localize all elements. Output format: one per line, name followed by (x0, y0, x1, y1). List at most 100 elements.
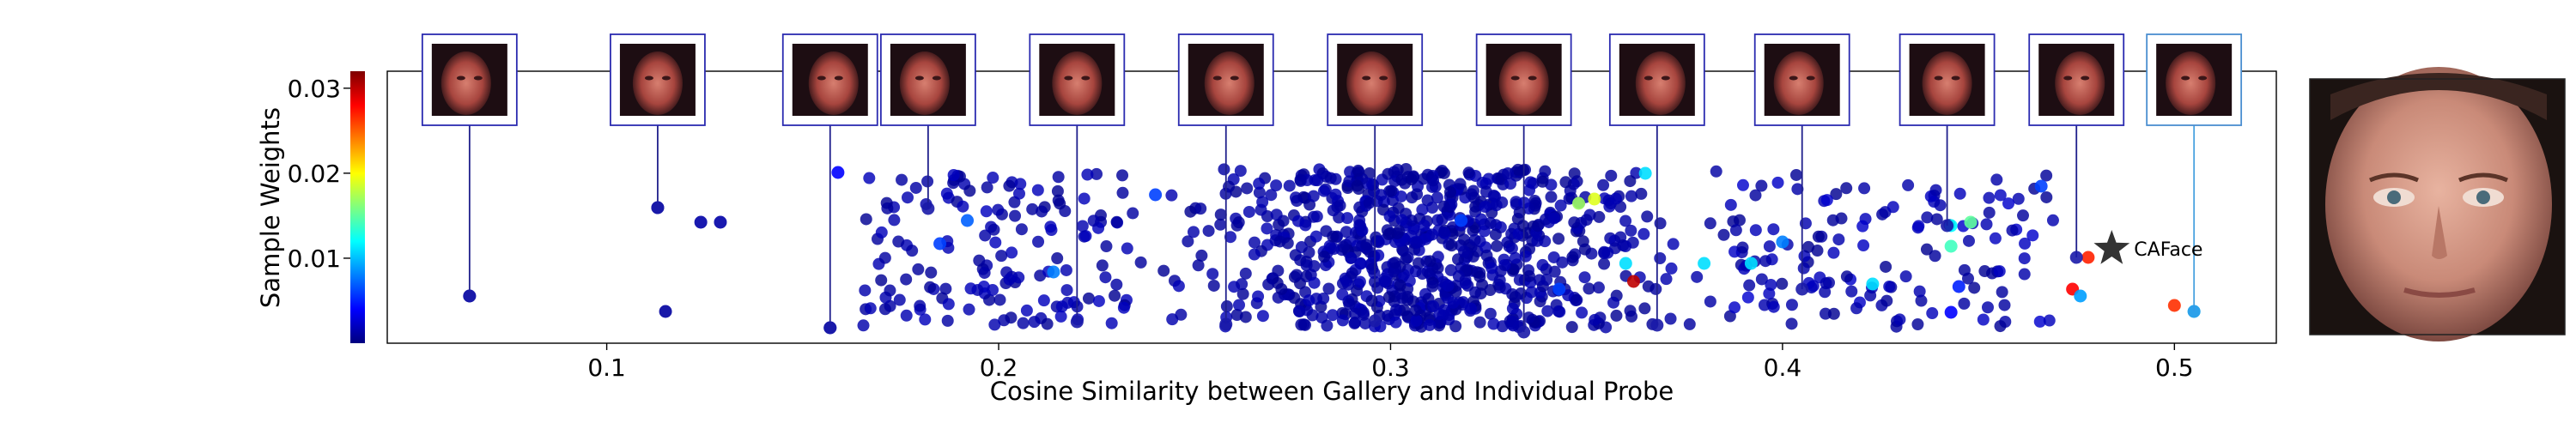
scatter-point (1317, 292, 1330, 305)
scatter-point (1710, 165, 1722, 178)
scatter-point (1121, 242, 1133, 255)
scatter-point (1291, 195, 1303, 208)
scatter-point (893, 293, 906, 306)
scatter-point (1502, 166, 1515, 179)
scatter-point (1944, 305, 1958, 319)
scatter-point (1341, 212, 1354, 225)
scatter-point (860, 213, 872, 226)
scatter-point (1388, 257, 1401, 269)
scatter-point (884, 284, 896, 297)
stem-point (1650, 318, 1664, 332)
scatter-point (2018, 252, 2031, 265)
scatter-point (1589, 313, 1601, 326)
scatter-point (1665, 262, 1678, 275)
scatter-point (1547, 212, 1560, 225)
scatter-point (1400, 163, 1413, 176)
scatter-point (1953, 187, 1966, 200)
scatter-point (914, 299, 927, 312)
scatter-point (947, 168, 960, 181)
scatter-point (964, 282, 977, 295)
scatter-point (1724, 198, 1737, 211)
scatter-point (1060, 263, 1072, 276)
colorbar-gradient (350, 71, 365, 343)
scatter-point (1424, 318, 1437, 331)
x-tick-label: 0.3 (1371, 353, 1410, 382)
scatter-point (1820, 194, 1833, 207)
scatter-point (1522, 311, 1535, 324)
scatter-point (1625, 190, 1637, 202)
scatter-point (1110, 278, 1123, 291)
scatter-point (981, 181, 993, 194)
scatter-point (1436, 213, 1449, 226)
scatter-point (1105, 317, 1118, 329)
scatter-point (1394, 279, 1406, 292)
scatter-point (1691, 270, 1704, 283)
scatter-point (1944, 239, 1958, 253)
scatter-point (1968, 281, 1981, 294)
scatter-point (1283, 179, 1296, 192)
scatter-point (1299, 219, 1312, 232)
scatter-point (1578, 243, 1591, 256)
scatter-point (1791, 183, 1804, 196)
scatter-point (993, 293, 1006, 306)
scatter-point (939, 282, 952, 295)
scatter-point (1704, 217, 1716, 230)
scatter-point (995, 250, 1008, 263)
scatter-point (1826, 214, 1839, 227)
scatter-point (1789, 168, 1802, 181)
scatter-point (1051, 184, 1064, 197)
scatter-point (1704, 295, 1716, 308)
scatter-point (694, 215, 708, 229)
scatter-point (1036, 205, 1048, 218)
scatter-point (924, 281, 937, 293)
scatter-point (1298, 318, 1311, 331)
scatter-point (1427, 174, 1440, 187)
scatter-point (987, 223, 1000, 236)
scatter-point (1230, 309, 1243, 322)
scatter-point (1993, 265, 2006, 278)
scatter-point (1020, 304, 1033, 317)
scatter-point (957, 200, 969, 213)
caface-marker: CAFace (2093, 230, 2202, 264)
scatter-point (1593, 210, 1606, 223)
caface-star-icon (2093, 230, 2130, 264)
scatter-point (1929, 184, 1942, 196)
scatter-point (1827, 246, 1840, 259)
scatter-point (1395, 214, 1408, 227)
scatter-point (1899, 270, 1912, 283)
scatter-point (1962, 234, 1975, 247)
scatter-point (1366, 263, 1379, 275)
stem-point (823, 321, 837, 335)
scatter-point (1519, 250, 1532, 263)
scatter-point (1234, 165, 1247, 178)
scatter-point (1334, 199, 1346, 212)
scatter-point (875, 226, 888, 239)
scatter-point (1224, 231, 1236, 244)
scatter-point (1352, 164, 1364, 177)
scatter-point (1588, 192, 1601, 206)
scatter-point (888, 214, 901, 227)
scatter-point (1812, 230, 1825, 243)
scatter-point (1360, 239, 1373, 251)
scatter-point (1580, 214, 1593, 227)
scatter-point (1930, 213, 1943, 226)
stem-point (1941, 219, 1954, 233)
scatter-point (1765, 278, 1777, 291)
scatter-point (1262, 278, 1275, 291)
scatter-point (1921, 211, 1934, 224)
scatter-point (1736, 178, 1749, 191)
scatter-point (1253, 178, 1266, 190)
x-axis-label: Cosine Similarity between Gallery and In… (990, 377, 1674, 406)
scatter-point (1479, 185, 1492, 198)
scatter-point (1273, 235, 1286, 248)
scatter-point (1496, 320, 1509, 333)
stem-point (463, 289, 477, 303)
scatter-point (1431, 262, 1444, 275)
scatter-point (933, 237, 947, 251)
x-tick-label: 0.2 (980, 353, 1018, 382)
scatter-point (1465, 188, 1478, 201)
scatter-point (1568, 216, 1581, 229)
scatter-point (1493, 274, 1506, 287)
scatter-point (1515, 287, 1528, 300)
scatter-point (1506, 315, 1519, 328)
